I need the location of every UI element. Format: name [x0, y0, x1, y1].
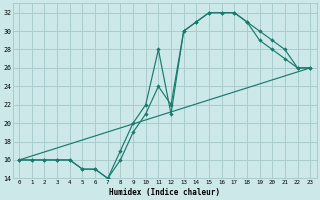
X-axis label: Humidex (Indice chaleur): Humidex (Indice chaleur) — [109, 188, 220, 197]
